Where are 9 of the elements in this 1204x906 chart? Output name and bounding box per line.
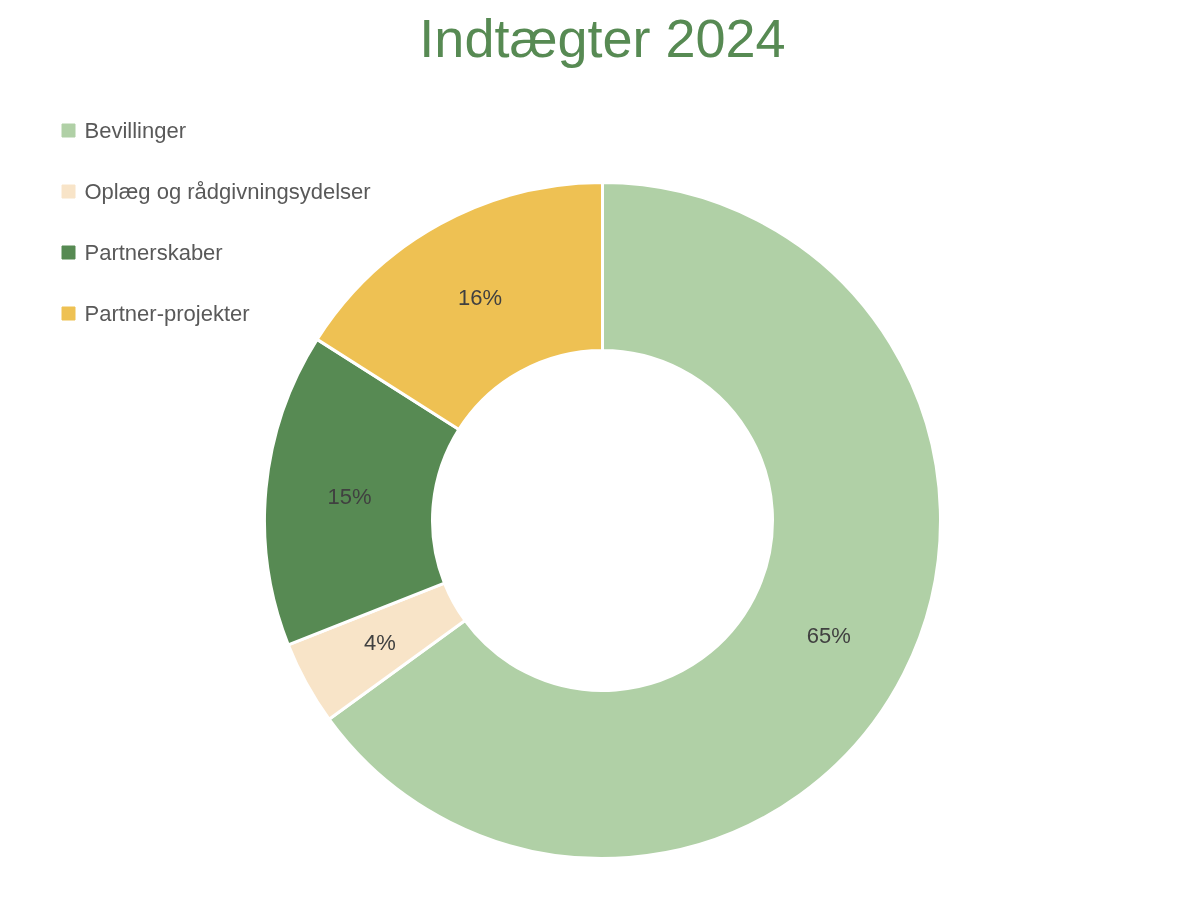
- data-label: 4%: [364, 630, 396, 656]
- legend-label: Partnerskaber: [84, 240, 223, 265]
- legend-label: Partner-projekter: [84, 301, 250, 326]
- data-label: 65%: [806, 623, 851, 649]
- data-label: 15%: [327, 484, 372, 510]
- chart-title: Indtægter 2024: [419, 7, 786, 68]
- data-label: 16%: [458, 285, 503, 311]
- legend-label: Oplæg og rådgivningsydelser: [84, 179, 371, 204]
- legend-label: Bevillinger: [84, 118, 186, 143]
